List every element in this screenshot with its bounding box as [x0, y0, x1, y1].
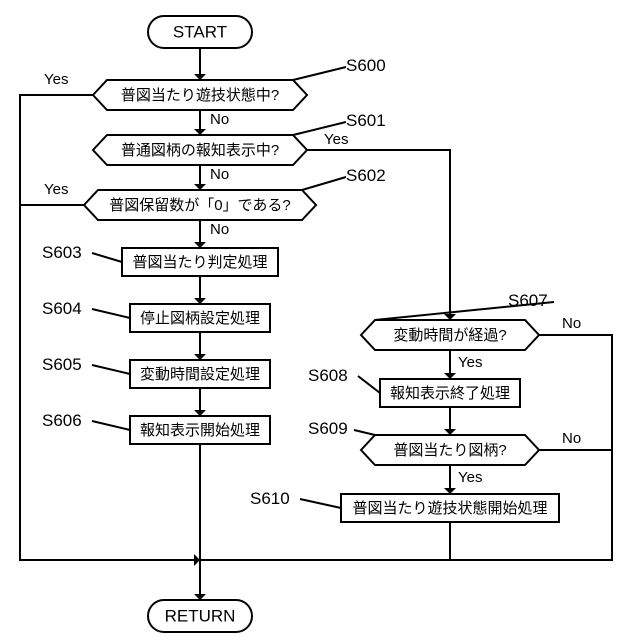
process-p605-text: 変動時間設定処理 — [140, 366, 260, 383]
branch-yes_d609: Yes — [458, 469, 482, 486]
branch-yes_left_d602: Yes — [44, 181, 68, 198]
branch-no_d600: No — [210, 111, 229, 128]
process-p610-text: 普図当たり遊技状態開始処理 — [352, 500, 547, 517]
return-terminal-text: RETURN — [165, 606, 236, 625]
label-S606: S606 — [42, 411, 82, 430]
label-S601: S601 — [346, 111, 386, 130]
branch-no_d601: No — [210, 166, 229, 183]
branch-no_d609: No — [562, 430, 581, 447]
decision-d601-text: 普通図柄の報知表示中? — [121, 142, 279, 159]
decision-d609-text: 普図当たり図柄? — [393, 442, 506, 459]
decision-d602-text: 普図保留数が「0」である? — [109, 197, 291, 214]
label-S602: S602 — [346, 166, 386, 185]
label-S607: S607 — [508, 291, 548, 310]
branch-no_d602: No — [210, 221, 229, 238]
process-p603-text: 普図当たり判定処理 — [132, 254, 267, 271]
process-p606-text: 報知表示開始処理 — [140, 422, 260, 439]
process-p604-text: 停止図柄設定処理 — [140, 310, 260, 327]
branch-yes_d607: Yes — [458, 354, 482, 371]
branch-yes_right_d601: Yes — [324, 131, 348, 148]
branch-no_d607: No — [562, 315, 581, 332]
label-S600: S600 — [346, 56, 386, 75]
label-S608: S608 — [308, 366, 348, 385]
label-S610: S610 — [250, 489, 290, 508]
label-S603: S603 — [42, 243, 82, 262]
label-S605: S605 — [42, 355, 82, 374]
process-p608-text: 報知表示終了処理 — [390, 385, 510, 402]
flowchart-canvas: START RETURN 普図当たり遊技状態中? S600 普通図柄の報知表示中? S60… — [0, 0, 640, 640]
branch-yes_left_d600: Yes — [44, 71, 68, 88]
decision-d600-text: 普図当たり遊技状態中? — [121, 87, 279, 104]
start-terminal-text: START — [173, 22, 227, 41]
decision-d607-text: 変動時間が経過? — [393, 327, 506, 344]
label-S604: S604 — [42, 299, 82, 318]
label-S609: S609 — [308, 419, 348, 438]
